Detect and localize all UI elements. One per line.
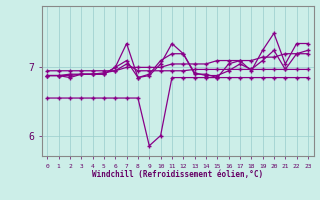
X-axis label: Windchill (Refroidissement éolien,°C): Windchill (Refroidissement éolien,°C) <box>92 170 263 179</box>
